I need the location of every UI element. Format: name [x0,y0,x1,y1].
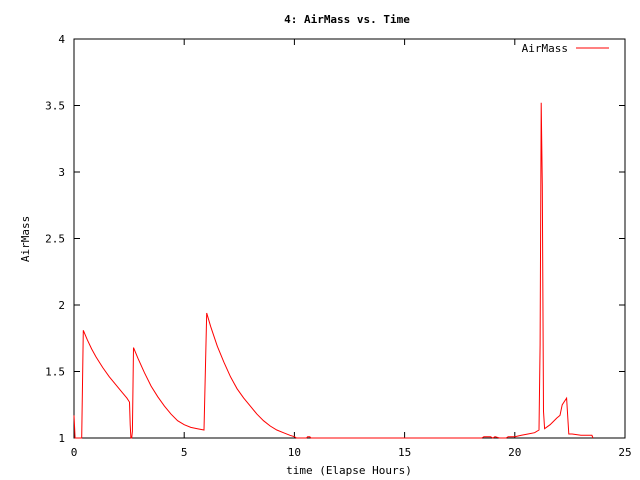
y-tick-label: 3.5 [45,100,65,113]
chart-title: 4: AirMass vs. Time [284,13,410,26]
axis-ticks: 0 5 10 15 20 25 1 1.5 2 2.5 3 3.5 4 [45,33,632,459]
legend-label-airmass: AirMass [522,42,568,55]
x-tick-label: 20 [508,446,521,459]
series-group [73,102,594,439]
series-line-airmass [73,102,594,439]
x-tick-label: 15 [398,446,411,459]
x-tick-label: 25 [618,446,631,459]
y-tick-label: 3 [58,166,65,179]
y-tick-label: 1.5 [45,366,65,379]
x-tick-label: 0 [71,446,78,459]
x-tick-label: 5 [181,446,188,459]
y-tick-label: 4 [58,33,65,46]
y-tick-label: 2 [58,299,65,312]
y-tick-label: 1 [58,432,65,445]
y-tick-label: 2.5 [45,233,65,246]
x-axis-label: time (Elapse Hours) [286,464,412,477]
x-tick-label: 10 [288,446,301,459]
y-axis-label: AirMass [19,216,32,262]
legend: AirMass [522,42,609,55]
